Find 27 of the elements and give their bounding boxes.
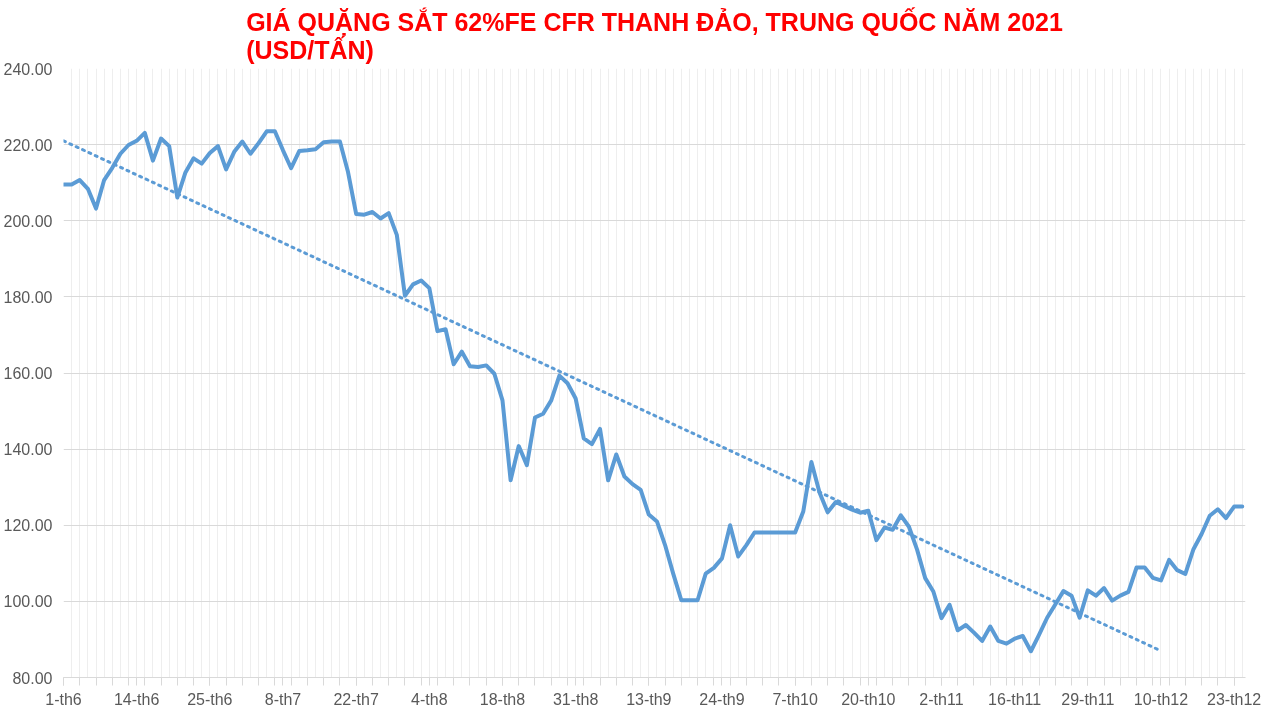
y-tick-label: 240.00	[3, 60, 53, 78]
x-tick-label: 16-th11	[988, 690, 1042, 708]
x-tick-label: 2-th11	[919, 690, 964, 708]
x-tick-label: 13-th9	[626, 690, 672, 708]
x-tick-label: 29-th11	[1061, 690, 1115, 708]
y-tick-label: 100.00	[3, 593, 53, 611]
x-tick-label: 1-th6	[45, 690, 82, 708]
x-tick-label: 8-th7	[264, 690, 302, 708]
x-tick-label: 18-th8	[479, 690, 526, 708]
x-tick-label: 7-th10	[772, 690, 818, 708]
x-tick-label: 14-th6	[113, 690, 160, 708]
y-tick-label: 220.00	[3, 136, 53, 154]
x-tick-label: 22-th7	[333, 690, 379, 708]
x-tick-label: 31-th8	[552, 690, 599, 708]
x-tick-label: 10-th12	[1133, 690, 1189, 708]
x-tick-label: 24-th9	[699, 690, 745, 708]
y-tick-label: 200.00	[3, 212, 53, 230]
x-tick-label: 25-th6	[187, 690, 233, 708]
x-tick-label: 23-th12	[1206, 690, 1262, 708]
y-tick-label: 120.00	[3, 517, 53, 535]
y-tick-label: 160.00	[3, 365, 53, 382]
x-tick-label: 4-th8	[411, 690, 448, 708]
x-tick-label: 20-th10	[841, 690, 896, 708]
y-tick-label: 80.00	[12, 669, 53, 687]
chart-title: GIÁ QUẶNG SẮT 62%FE CFR THANH ĐẢO, TRUNG QUỐC NĂM 2021 (USD/TẤN)	[246, 6, 1063, 64]
y-tick-label: 140.00	[3, 441, 53, 459]
y-tick-label: 180.00	[3, 288, 53, 306]
